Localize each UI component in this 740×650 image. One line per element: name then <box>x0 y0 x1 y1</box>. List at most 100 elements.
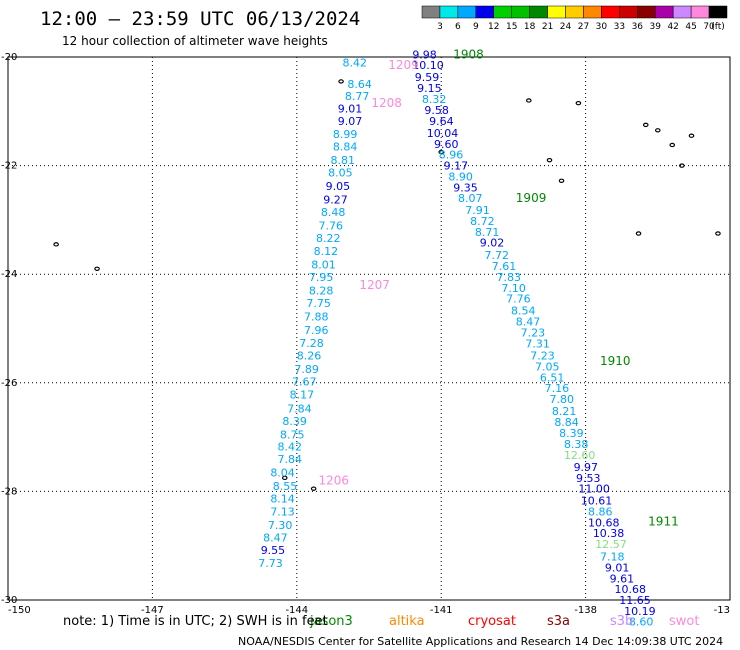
wave-height-label: 11.65 <box>619 594 651 607</box>
wave-height-label: 8.07 <box>458 192 483 205</box>
colorbar-label: 27 <box>578 22 589 32</box>
wave-height-label: 8.77 <box>345 90 370 103</box>
colorbar-swatch <box>547 5 566 19</box>
island-outline <box>715 231 721 236</box>
wave-height-label: 8.14 <box>270 492 295 505</box>
y-tick-label: -26 <box>1 378 17 389</box>
wave-height-label: 10.68 <box>614 583 646 596</box>
wave-height-label: 10.04 <box>427 127 459 140</box>
wave-height-label: 8.26 <box>297 350 322 363</box>
wave-height-label: 8.47 <box>263 532 288 545</box>
wave-height-label: 8.64 <box>347 78 372 91</box>
wave-height-label: 8.21 <box>552 405 577 418</box>
wave-height-label: 9.53 <box>576 472 601 485</box>
colorbar-swatch <box>529 5 548 19</box>
colorbar-swatch <box>654 5 674 19</box>
x-tick-label: -13 <box>714 605 730 616</box>
colorbar-swatch <box>565 5 584 19</box>
colorbar-label: 39 <box>650 22 662 32</box>
wave-height-label: 7.05 <box>535 361 560 374</box>
colorbar-label: 18 <box>524 22 536 32</box>
x-tick-label: -150 <box>8 605 31 616</box>
colorbar-swatch <box>601 5 620 19</box>
x-tick-label: -141 <box>430 605 453 616</box>
satellite-name: altika <box>389 614 425 629</box>
wave-height-label: 9.97 <box>574 461 599 474</box>
colorbar-label: (ft) <box>711 22 725 32</box>
wave-height-label: 7.61 <box>492 260 517 273</box>
wave-height-label: 7.88 <box>304 311 329 324</box>
colorbar-swatch <box>708 5 728 19</box>
colorbar-label: 24 <box>560 22 572 32</box>
y-tick-label: -20 <box>1 52 17 63</box>
colorbar-label: 45 <box>685 22 696 32</box>
colorbar-swatch <box>690 5 710 19</box>
wave-height-label: 8.47 <box>516 315 541 328</box>
wave-height-label: 7.67 <box>292 376 317 389</box>
satellite-legend: jason3 altika cryosat s3a s3b swot <box>309 614 699 629</box>
wave-height-label: 7.80 <box>550 393 575 406</box>
wave-height-label: 8.17 <box>290 389 315 402</box>
wave-height-label: 8.81 <box>330 154 355 167</box>
colorbar-swatch <box>637 5 656 19</box>
wave-height-label: 9.05 <box>326 180 351 193</box>
island-outline <box>53 242 59 247</box>
wave-height-label: 6.51 <box>540 371 565 384</box>
footnote: note: 1) Time is in UTC; 2) SWH is in fe… <box>63 614 328 629</box>
pass-time-label: 1908 <box>453 47 484 61</box>
wave-height-label: 9.02 <box>480 237 505 250</box>
wave-height-label: 8.86 <box>588 505 613 518</box>
wave-height-label: 9.01 <box>605 561 630 574</box>
wave-height-label: 7.31 <box>525 338 550 351</box>
island-outline <box>310 486 317 491</box>
colorbar-label: 15 <box>506 22 517 32</box>
colorbar-swatch <box>493 5 512 19</box>
island-outline <box>654 128 661 133</box>
wave-height-label: 10.68 <box>588 516 620 529</box>
pass-time-label: 1206 <box>318 474 349 488</box>
wave-height-label: 9.64 <box>429 115 454 128</box>
pass-time-label: 1909 <box>516 191 547 205</box>
wave-height-label: 7.28 <box>299 337 324 350</box>
island-outline <box>546 157 553 163</box>
wave-height-label: 7.18 <box>600 551 625 564</box>
wave-height-label: 8.96 <box>439 149 464 162</box>
island-outline <box>635 231 642 236</box>
wave-height-label: 7.30 <box>268 519 293 532</box>
wave-height-label: 7.91 <box>465 204 490 217</box>
satellite-name: cryosat <box>468 614 516 629</box>
plot-frame <box>7 56 731 601</box>
island-outline <box>438 149 445 155</box>
colorbar-label: 36 <box>632 22 644 32</box>
wave-height-label: 9.07 <box>338 115 363 128</box>
wave-height-label: 7.10 <box>501 282 526 295</box>
colorbar-label: 21 <box>542 22 553 32</box>
wave-height-label: 7.75 <box>306 297 331 310</box>
wave-height-label: 8.54 <box>511 305 536 318</box>
credit-line: NOAA/NESDIS Center for Satellite Applica… <box>238 635 723 648</box>
x-tick-label: -144 <box>285 605 308 616</box>
colorbar-swatch <box>457 5 477 19</box>
wave-height-label: 8.99 <box>333 128 358 141</box>
colorbar-swatch <box>439 5 459 19</box>
wave-height-label: 9.55 <box>261 544 286 557</box>
pass-time-label: 1910 <box>600 354 631 368</box>
wave-height-label: 7.83 <box>497 271 522 284</box>
colorbar-label: 30 <box>596 22 608 32</box>
wave-height-label: 9.17 <box>444 160 469 173</box>
island-outline <box>669 142 676 148</box>
wave-height-label: 9.35 <box>453 181 478 194</box>
island-outline <box>558 178 565 184</box>
wave-height-label: 8.32 <box>422 93 447 106</box>
wave-height-label: 8.72 <box>470 215 495 228</box>
wave-height-label: 8.60 <box>629 616 654 629</box>
wave-height-label: 8.39 <box>559 427 584 440</box>
colorbar-swatch <box>672 5 692 19</box>
colorbar-legend: 3 6 9 12 15 18 21 24 27 30 33 36 39 42 45 70(ft) <box>421 5 728 32</box>
satellite-name: swot <box>669 614 699 629</box>
x-tick-label: -147 <box>141 605 164 616</box>
chart-title: 12:00 – 23:59 UTC 06/13/2024 <box>40 8 360 30</box>
wave-height-label: 7.76 <box>506 293 531 306</box>
wave-height-label: 8.22 <box>316 232 341 245</box>
